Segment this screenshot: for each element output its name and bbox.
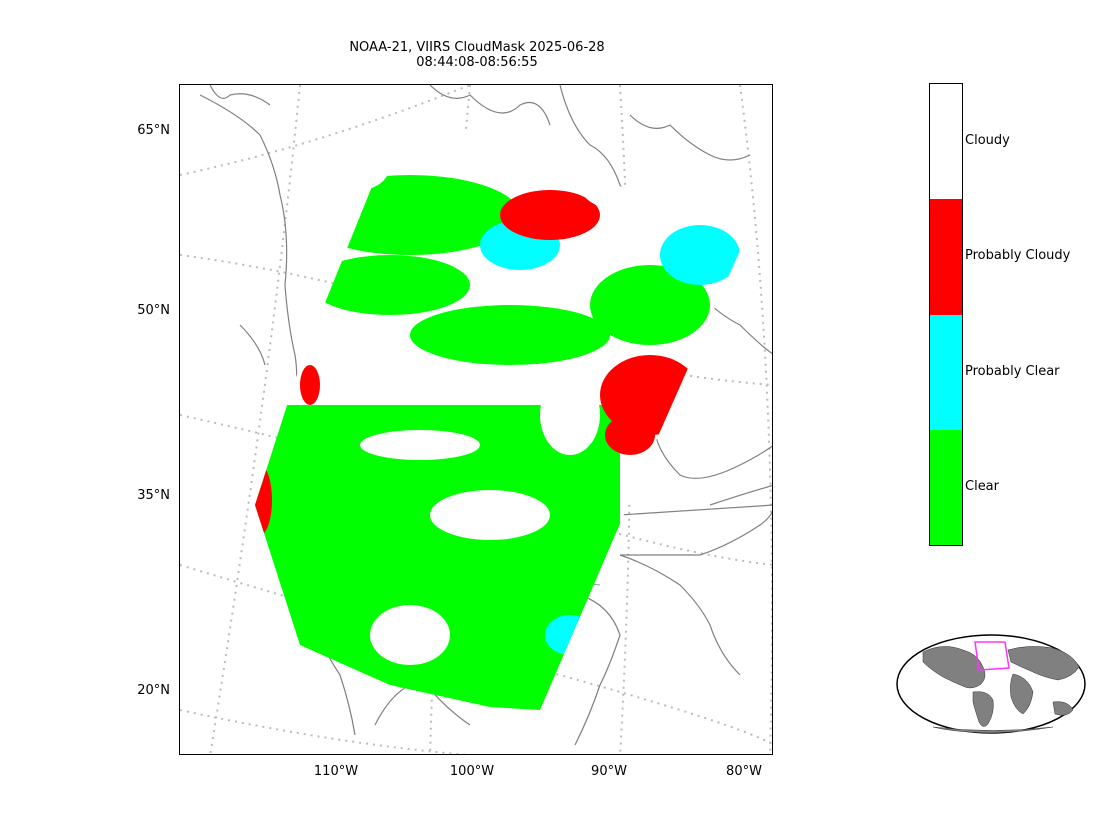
colorbar-segment-cloudy [930,84,962,200]
cloudmask-swath [255,112,749,710]
lat-tick-65: 65°N [137,123,170,138]
colorbar-segment-probably-cloudy [930,199,962,315]
colorbar [929,83,963,546]
lon-tick-80w: 80°W [726,764,762,779]
colorbar-label-probably-clear: Probably Clear [965,364,1060,379]
lon-tick-90w: 90°W [591,764,627,779]
colorbar-segment-clear [930,429,962,545]
colorbar-label-probably-cloudy: Probably Cloudy [965,248,1071,263]
inset-extent-box [974,641,1010,671]
colorbar-label-cloudy: Cloudy [965,133,1010,148]
colorbar-label-clear: Clear [965,479,999,494]
map-canvas [180,85,772,754]
lon-tick-100w: 100°W [449,764,495,779]
inset-globe [896,634,1086,734]
lat-tick-50: 50°N [137,303,170,318]
lat-tick-20: 20°N [137,683,170,698]
lon-tick-110w: 110°W [313,764,359,779]
lat-tick-35: 35°N [137,488,170,503]
map-title: NOAA-21, VIIRS CloudMask 2025-06-28 08:4… [349,40,605,70]
colorbar-segment-probably-clear [930,314,962,430]
map-panel[interactable] [179,84,773,755]
